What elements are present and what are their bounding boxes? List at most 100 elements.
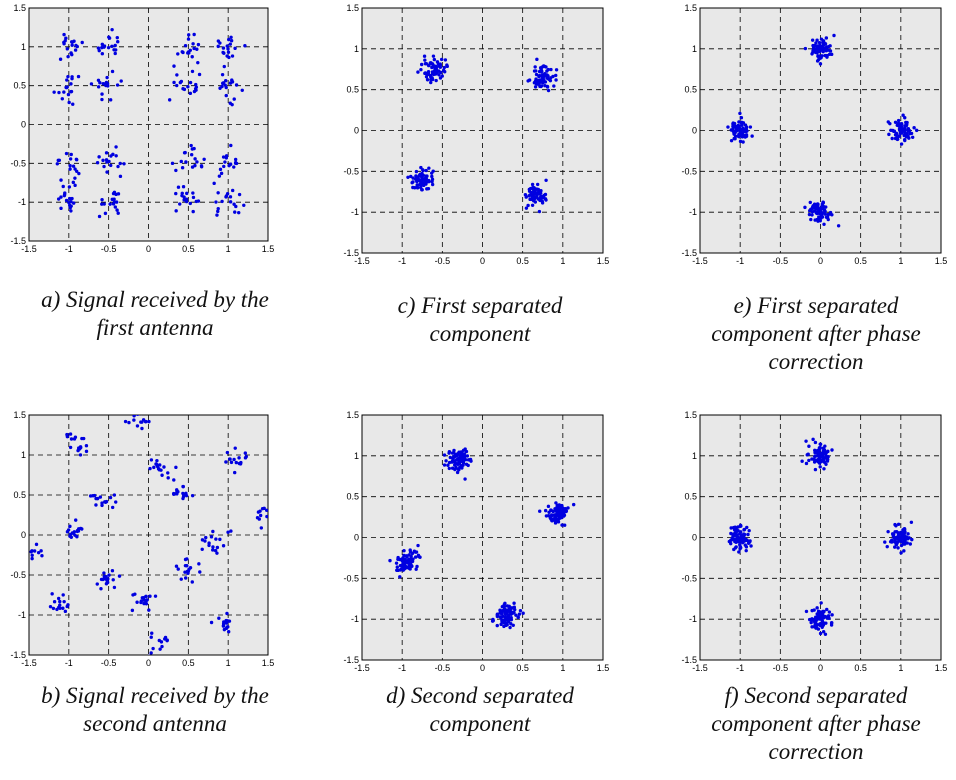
data-point [112,585,117,590]
data-point [818,455,822,459]
data-point [100,503,104,508]
data-point [416,543,420,548]
data-point [512,601,516,605]
data-point [224,460,228,464]
data-point [731,534,735,538]
data-point [825,53,829,58]
data-point [234,460,239,465]
data-point [823,632,828,636]
data-point [77,171,81,176]
data-point [816,57,821,62]
data-point [902,538,906,542]
data-point [463,477,467,481]
data-point [55,162,60,166]
data-point [452,460,457,464]
data-point [443,58,448,62]
x-tick-label: 1 [226,244,231,254]
data-point [544,178,548,182]
data-point [743,538,748,543]
data-point [408,548,412,552]
points-group [727,437,914,636]
x-tick-label: -0.5 [101,658,117,668]
data-point [84,444,89,448]
data-point [538,84,542,89]
points-group [726,33,919,228]
data-point [113,205,118,209]
data-point [501,608,505,613]
data-point [65,530,70,534]
x-tick-label: 0 [480,256,485,266]
data-point [184,493,189,498]
data-point [816,204,820,208]
x-tick-label: -0.5 [101,244,117,254]
data-point [893,545,897,549]
data-point [52,599,57,604]
data-point [905,541,909,545]
data-point [899,142,904,146]
data-point [65,432,69,437]
data-point [448,455,452,460]
data-point [69,152,73,157]
data-point [430,182,435,187]
x-tick-label: -1.5 [21,658,37,668]
data-point [68,164,72,168]
data-point [820,613,825,618]
data-point [900,129,904,134]
data-point [554,68,559,72]
data-point [423,58,427,62]
data-point [824,36,829,40]
caption-line: component after phase [711,321,921,346]
data-point [101,158,105,163]
data-point [557,507,562,512]
data-point [95,161,100,165]
data-point [56,197,61,201]
data-point [415,179,419,184]
data-point [540,69,544,74]
data-point [258,513,263,518]
data-point [116,164,120,169]
data-point [212,181,216,186]
data-point [108,495,113,500]
data-point [813,440,818,445]
data-point [149,651,153,655]
data-point [68,432,73,436]
data-point [62,40,66,45]
y-tick-label: -1.5 [681,655,697,665]
data-point [459,452,464,456]
data-point [97,155,101,159]
caption-line: component [429,321,531,346]
data-point [560,523,564,527]
data-point [257,517,261,521]
data-point [190,580,194,584]
data-point [821,449,826,453]
caption-line: component after phase [711,711,921,736]
data-point [388,558,392,563]
data-point [521,611,525,615]
data-point [828,210,833,215]
data-point [55,607,59,612]
data-point [461,460,465,464]
data-point [110,44,114,49]
data-point [546,67,550,72]
data-point [198,570,202,574]
data-point [535,57,539,62]
data-point [99,587,103,591]
data-point [70,43,74,47]
data-point [223,160,227,164]
data-point [409,564,413,569]
data-point [215,213,219,217]
data-point [414,567,418,571]
data-point [742,130,746,134]
data-point [186,37,191,41]
data-point [78,453,83,457]
x-tick-label: 1 [226,658,231,668]
data-point [442,65,446,70]
data-point [821,609,825,614]
caption-line: correction [768,349,864,374]
data-point [114,500,118,504]
y-tick-label: 0 [354,533,359,543]
data-point [740,123,744,127]
data-point [237,210,241,215]
data-point [810,608,814,613]
